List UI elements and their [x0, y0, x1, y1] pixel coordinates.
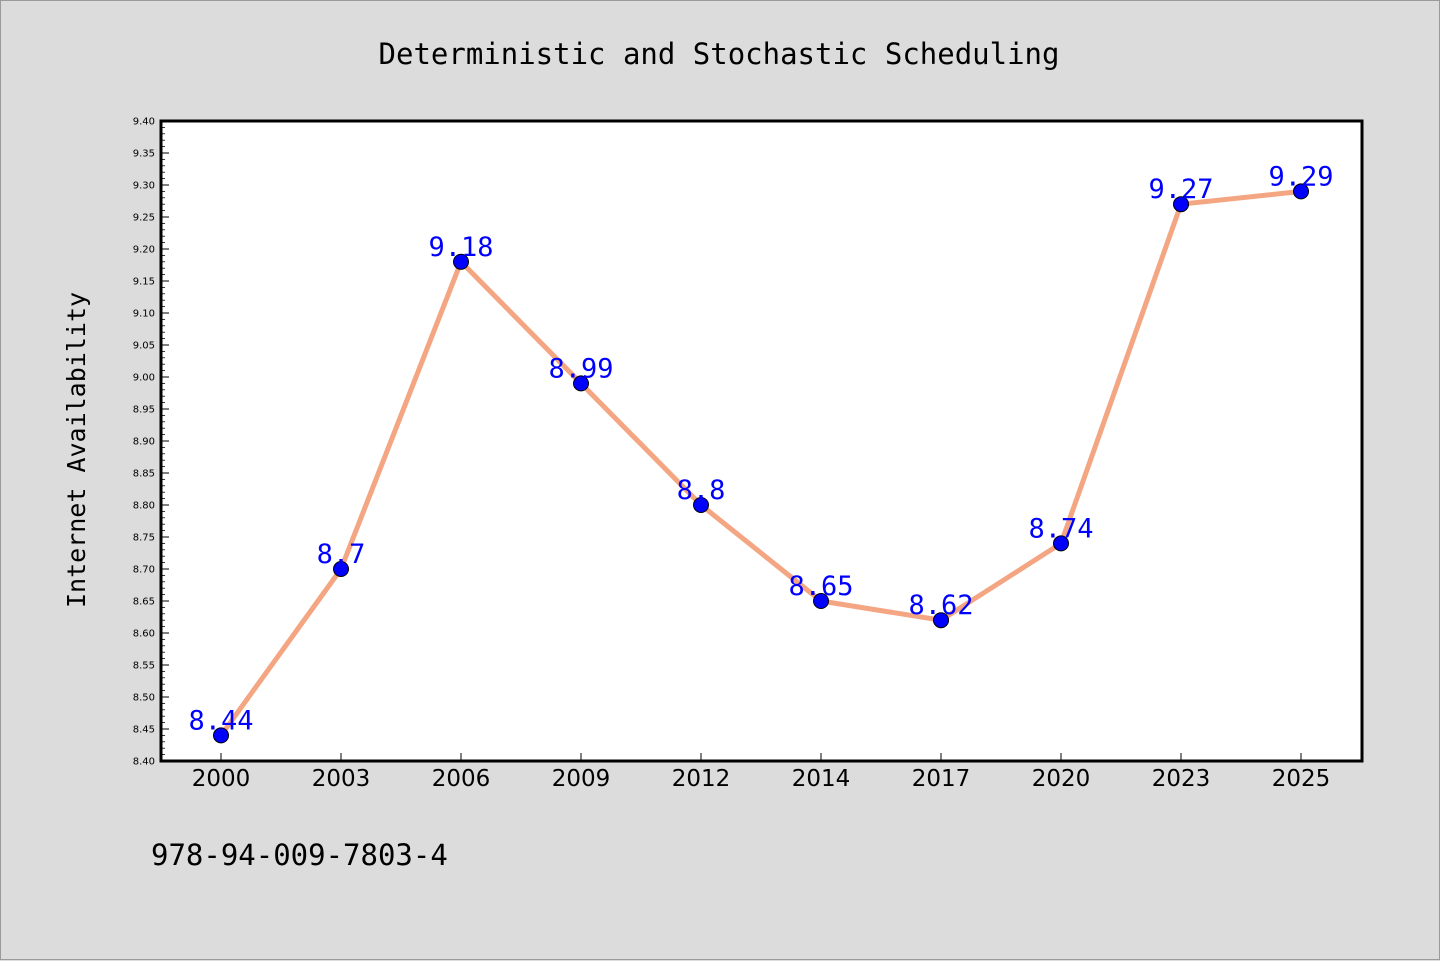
x-axis-ticks: 2000 2003 2006 2009 2012 2014 2017 2020 2023 2025	[192, 753, 1331, 792]
data-label: 8.62	[908, 590, 973, 621]
x-tick-label: 2003	[312, 766, 371, 792]
y-tick-label: 8.55	[133, 661, 155, 672]
series-line	[218, 188, 1302, 737]
y-axis-label: Internet Availability	[62, 292, 91, 608]
y-tick-label: 9.15	[133, 277, 155, 288]
data-point-marker	[453, 253, 469, 270]
data-point-marker	[333, 561, 349, 577]
x-tick-label: 2020	[1032, 766, 1091, 792]
x-tick-label: 2017	[912, 766, 971, 792]
y-tick-label: 9.00	[133, 373, 155, 384]
y-tick-label: 8.80	[133, 501, 155, 512]
x-tick-label: 2000	[192, 766, 251, 792]
y-tick-label: 9.10	[133, 309, 155, 320]
data-point-marker	[573, 375, 589, 392]
data-point-marker	[693, 497, 709, 513]
data-label: 8.74	[1028, 513, 1093, 544]
data-point-marker	[813, 593, 829, 609]
x-tick-label: 2014	[792, 766, 851, 792]
x-tick-label: 2023	[1152, 766, 1211, 792]
data-label: 9.18	[428, 232, 493, 263]
x-tick-label: 2009	[552, 766, 611, 792]
data-labels: 8.44 8.7 9.18 8.99 8.8 8.65 8.62 8.74 9.27 9.29	[188, 161, 1333, 736]
series-markers	[213, 183, 1309, 744]
y-tick-label: 9.05	[133, 341, 155, 352]
y-tick-label: 8.70	[133, 565, 155, 576]
data-point-marker	[1173, 196, 1189, 213]
y-tick-label: 9.25	[133, 213, 155, 224]
data-label: 8.99	[548, 353, 613, 384]
y-tick-label: 8.90	[133, 437, 155, 448]
y-tick-label: 8.85	[133, 469, 155, 480]
y-tick-label: 8.75	[133, 533, 155, 544]
y-tick-label: 8.95	[133, 405, 155, 416]
y-tick-label: 9.40	[133, 117, 155, 128]
y-tick-label: 9.30	[133, 181, 155, 192]
isbn-label: 978-94-009-7803-4	[151, 838, 448, 872]
data-label: 8.65	[788, 571, 853, 602]
data-point-marker	[213, 727, 229, 744]
y-tick-label: 8.50	[133, 693, 155, 704]
x-tick-label: 2006	[432, 766, 491, 792]
series-line-group	[218, 188, 1302, 737]
data-label: 8.8	[677, 475, 726, 506]
y-tick-label: 8.40	[133, 757, 155, 768]
data-point-marker	[1293, 183, 1309, 200]
y-tick-label: 9.20	[133, 245, 155, 256]
data-point-marker	[933, 612, 949, 629]
chart-title: Deterministic and Stochastic Scheduling	[379, 37, 1060, 71]
x-tick-label: 2012	[672, 766, 731, 792]
y-tick-label: 8.45	[133, 725, 155, 736]
y-axis-ticks: 8.40 8.45 8.50 8.55 8.60 8.65 8.70 8.75 8.80 8.85…	[133, 117, 169, 768]
data-label: 8.7	[317, 539, 366, 570]
data-label: 9.29	[1268, 161, 1333, 192]
y-tick-label: 8.60	[133, 629, 155, 640]
plot-area	[159, 119, 1364, 763]
y-tick-label: 8.65	[133, 597, 155, 608]
y-tick-label: 9.35	[133, 149, 155, 160]
data-label: 9.27	[1148, 174, 1213, 205]
data-point-marker	[1053, 535, 1069, 552]
data-label: 8.44	[188, 705, 253, 736]
x-tick-label: 2025	[1272, 766, 1331, 792]
